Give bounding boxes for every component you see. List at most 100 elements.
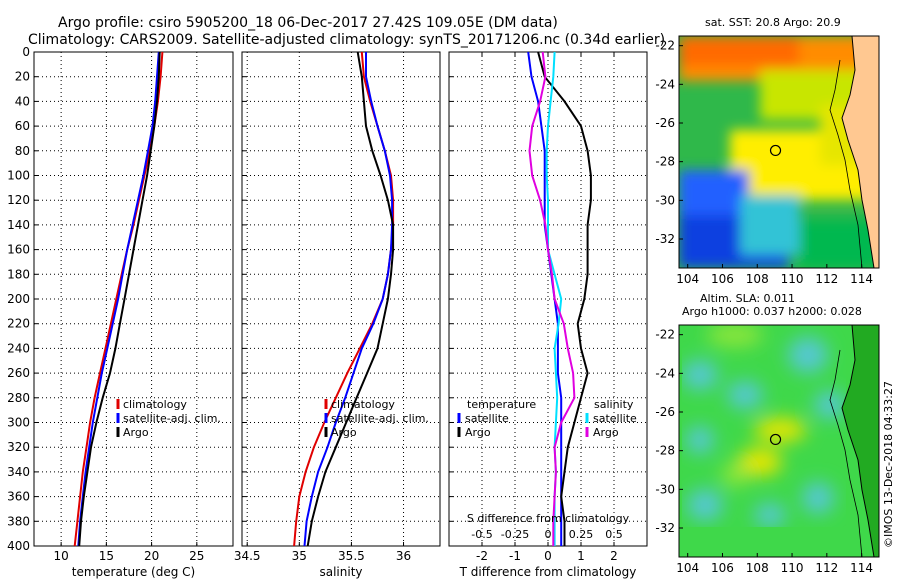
differences-xtick-label: 2 xyxy=(610,549,618,563)
depth-tick-label: 280 xyxy=(7,391,30,405)
sst-map-title: sat. SST: 20.8 Argo: 20.9 xyxy=(705,16,841,29)
sla-map-title-line1: Altim. SLA: 0.011 xyxy=(700,292,795,305)
temperature-legend-label: satellite-adj. clim. xyxy=(123,412,221,425)
sla-map-xtick-label: 104 xyxy=(676,561,699,575)
depth-tick-label: 160 xyxy=(7,243,30,257)
sla-map-xtick-label: 108 xyxy=(746,561,769,575)
sla-isobath xyxy=(829,349,863,557)
differences-top-tick-label: 0.5 xyxy=(605,528,623,541)
salinity-xtick-label: 34.5 xyxy=(234,549,261,563)
depth-tick-label: 360 xyxy=(7,490,30,504)
depth-tick-label: 220 xyxy=(7,317,30,331)
temperature-legend-label: climatology xyxy=(123,398,187,411)
depth-tick-label: 400 xyxy=(7,539,30,553)
depth-tick-label: 140 xyxy=(7,218,30,232)
sla-map-ytick-label: -24 xyxy=(655,366,675,380)
sla-map-frame xyxy=(678,324,880,558)
sla-map-xtick-label: 110 xyxy=(781,561,804,575)
salinity-xlabel: salinity xyxy=(319,565,362,579)
differences-xtick-label: 1 xyxy=(577,549,585,563)
temperature-plot-area xyxy=(33,51,234,547)
sst-land xyxy=(841,36,879,268)
temperature-legend-label: Argo xyxy=(123,426,149,439)
differences-top-axis-label: S difference from climatology xyxy=(467,512,630,525)
depth-tick-label: 240 xyxy=(7,341,30,355)
sla-map-xtick-label: 106 xyxy=(711,561,734,575)
sst-map-xtick-label: 106 xyxy=(711,272,734,286)
sst-map-ytick-label: -28 xyxy=(655,155,675,169)
differences-top-tick-label: 0 xyxy=(545,528,552,541)
temperature-series-satellite-adj-clim- xyxy=(77,51,160,547)
salinity-panel: 34.5 35 35.5 36 salinity climatologysatellite… xyxy=(234,51,441,579)
sla-map-axes: 104 106 108 110 112 114 -22 -24 -26 -28 -30 -32 xyxy=(655,328,873,575)
salinity-legend-label: satellite-adj. clim. xyxy=(331,412,429,425)
differences-legend-label: satellite xyxy=(465,412,509,425)
differences-legend-heading: salinity xyxy=(594,398,634,411)
differences-legend-label: Argo xyxy=(465,426,491,439)
sst-field xyxy=(679,36,879,268)
depth-tick-label: 340 xyxy=(7,465,30,479)
depth-tick-label: 40 xyxy=(15,94,30,108)
figure-title-line1: Argo profile: csiro 5905200_18 06-Dec-20… xyxy=(58,15,558,31)
sla-map-ytick-label: -28 xyxy=(655,444,675,458)
sst-map-xtick-label: 108 xyxy=(746,272,769,286)
sst-argo-marker xyxy=(769,144,782,157)
differences-xtick-label: -1 xyxy=(509,549,521,563)
sla-argo-marker xyxy=(769,433,782,446)
sst-map-ytick-label: -22 xyxy=(655,39,675,53)
salinity-series-argo xyxy=(306,51,395,547)
depth-tick-label: 300 xyxy=(7,416,30,430)
sla-land xyxy=(841,325,879,557)
differences-xtick-label: 0 xyxy=(544,549,552,563)
sst-map-axes: 104 106 108 110 112 114 -22 -24 -26 -28 -30 -32 xyxy=(655,39,873,286)
depth-tick-label: 180 xyxy=(7,267,30,281)
salinity-legend-label: climatology xyxy=(331,398,395,411)
depth-tick-label: 60 xyxy=(15,119,30,133)
sst-isobath xyxy=(829,59,863,268)
sla-map-xtick-label: 114 xyxy=(850,561,873,575)
sla-map-ytick-label: -22 xyxy=(655,328,675,342)
figure-title-line2: Climatology: CARS2009. Satellite-adjuste… xyxy=(28,32,665,48)
sla-field xyxy=(682,325,846,527)
depth-tick-label: 0 xyxy=(22,45,30,59)
salinity-xtick-label: 35.5 xyxy=(338,549,365,563)
depth-tick-label: 100 xyxy=(7,169,30,183)
temperature-xlabel: temperature (deg C) xyxy=(72,565,195,579)
sst-map: 104 106 108 110 112 114 -22 -24 -26 -28 -30 -32 xyxy=(655,35,880,286)
temperature-xtick-label: 25 xyxy=(189,549,204,563)
sla-map-title-line2: Argo h1000: 0.037 h2000: 0.028 xyxy=(682,305,862,318)
sst-map-xtick-label: 112 xyxy=(815,272,838,286)
salinity-legend-label: Argo xyxy=(331,426,357,439)
sst-map-frame xyxy=(678,35,880,269)
sla-map-ytick-label: -26 xyxy=(655,405,675,419)
differences-xtick-label: -2 xyxy=(476,549,488,563)
differences-top-tick-label: -0.5 xyxy=(471,528,492,541)
salinity-xtick-label: 35 xyxy=(292,549,307,563)
differences-legend-label: satellite xyxy=(593,412,637,425)
sst-map-ytick-label: -26 xyxy=(655,116,675,130)
depth-tick-label: 380 xyxy=(7,514,30,528)
sst-map-xtick-label: 110 xyxy=(781,272,804,286)
depth-tick-label: 80 xyxy=(15,144,30,158)
sla-map-xtick-label: 112 xyxy=(815,561,838,575)
temperature-series-argo xyxy=(78,51,161,547)
differences-xlabel: T difference from climatology xyxy=(459,565,637,579)
sst-map-ytick-label: -30 xyxy=(655,193,675,207)
sst-map-ytick-label: -24 xyxy=(655,77,675,91)
differences-legend-heading: temperature xyxy=(467,398,536,411)
sst-map-xtick-label: 114 xyxy=(850,272,873,286)
sst-map-xtick-label: 104 xyxy=(676,272,699,286)
temperature-xtick-label: 15 xyxy=(99,549,114,563)
temperature-xtick-label: 10 xyxy=(53,549,68,563)
temperature-panel: 0 20 40 60 80 100 120 140 160 180 200 220 240 260 280 3… xyxy=(7,45,234,579)
salinity-series-satellite-adj-clim- xyxy=(303,52,394,547)
differences-legend-label: Argo xyxy=(593,426,619,439)
credit-text: ©IMOS 13-Dec-2018 04:33:27 xyxy=(882,381,895,548)
difference-panel: -2 -1 0 1 2 T difference from climatology temp… xyxy=(448,51,648,579)
depth-tick-label: 120 xyxy=(7,193,30,207)
sla-map-ytick-label: -30 xyxy=(655,482,675,496)
sla-map-ytick-label: -32 xyxy=(655,521,675,535)
differences-top-tick-label: -0.25 xyxy=(501,528,529,541)
differences-series-t-argo xyxy=(537,51,592,546)
